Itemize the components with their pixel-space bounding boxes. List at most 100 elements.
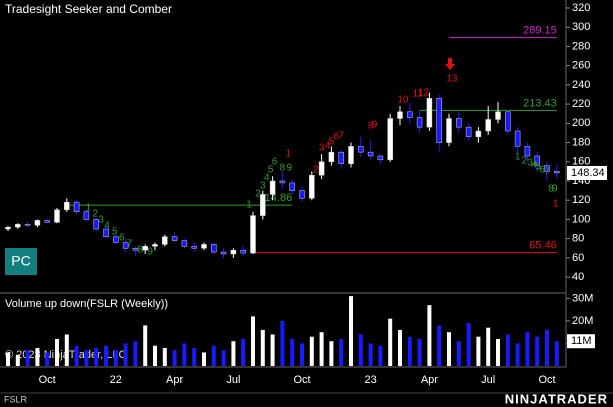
signal-count: 8	[368, 121, 374, 132]
volume-bar	[378, 345, 383, 366]
candle-body	[377, 155, 384, 161]
x-tick-label: Apr	[421, 374, 438, 386]
candle-body	[524, 146, 531, 157]
candle-body	[318, 161, 325, 176]
y-tick-label: 20M	[572, 315, 593, 327]
volume-bar	[319, 332, 324, 366]
candle-body	[456, 118, 462, 128]
signal-count: 1	[553, 199, 559, 210]
candle-body	[299, 190, 305, 199]
signal-count: 4	[325, 141, 331, 152]
volume-bar	[290, 338, 295, 366]
volume-bar	[211, 345, 216, 366]
signal-count: 8	[280, 163, 286, 174]
volume-bar	[25, 350, 30, 366]
level-label: 65.46	[529, 240, 557, 252]
candle-body	[93, 219, 99, 230]
candle-body	[260, 194, 266, 216]
last-volume-box	[567, 334, 595, 349]
signal-count: 1	[86, 203, 92, 214]
volume-bar	[466, 323, 471, 366]
volume-bar	[45, 352, 50, 366]
candle-body	[64, 201, 70, 211]
signal-count: 1	[246, 200, 252, 211]
signal-count: 5	[535, 162, 541, 173]
candle-body	[387, 118, 393, 161]
volume-bar	[535, 336, 540, 366]
volume-bar	[388, 318, 393, 366]
volume-bar	[407, 336, 412, 366]
candle-body	[436, 98, 442, 143]
y-tick-label: 300	[572, 21, 590, 33]
candle-body	[240, 249, 246, 254]
y-tick-label: 100	[572, 213, 590, 225]
candle-body	[397, 111, 403, 119]
pc-button-label[interactable]: PC	[11, 253, 30, 269]
x-tick-label: Apr	[166, 374, 183, 386]
volume-bar	[417, 338, 422, 366]
candle-body	[309, 174, 315, 199]
candle-body	[122, 242, 129, 249]
volume-bar	[123, 343, 128, 366]
candle-body	[211, 244, 217, 253]
signal-count: 9	[286, 163, 292, 174]
candle-body	[534, 155, 540, 166]
candle-body	[83, 211, 90, 220]
volume-bar	[447, 332, 451, 366]
volume-bar	[515, 343, 520, 366]
candle-body	[544, 165, 550, 172]
x-tick-label: 23	[364, 374, 376, 386]
level-label: 114.86	[259, 192, 292, 204]
y-tick-label: 200	[572, 117, 590, 129]
signal-count: 4	[104, 221, 110, 232]
signal-count: 9	[552, 184, 558, 195]
candle-body	[554, 171, 560, 174]
level-label: 289.15	[523, 25, 557, 37]
volume-bar	[496, 338, 500, 366]
candle-body	[328, 151, 335, 163]
candle-body	[201, 244, 207, 249]
volume-bar	[6, 352, 10, 366]
signal-count: 6	[334, 132, 340, 143]
candle-body	[358, 146, 364, 153]
volume-bar	[192, 347, 197, 366]
candle-body	[279, 180, 286, 184]
volume-bar	[545, 329, 549, 366]
candle-body	[407, 111, 413, 118]
candle-body	[44, 220, 50, 223]
candle-body	[103, 228, 109, 237]
volume-bar	[55, 338, 59, 366]
signal-count: 3	[98, 215, 104, 226]
volume-bar	[113, 350, 118, 366]
signal-count: 2	[92, 209, 98, 220]
y-tick-label: 80	[572, 233, 584, 245]
signal-count: 6	[272, 157, 278, 168]
y-tick-label: 160	[572, 156, 590, 168]
candle-body	[152, 244, 158, 247]
volume-bar	[172, 350, 177, 366]
signal-count: 7	[127, 239, 133, 250]
volume-bar	[143, 325, 148, 366]
volume-bar	[74, 345, 79, 366]
last-price-label: 148.34	[571, 167, 605, 179]
volume-bar	[241, 338, 246, 366]
volume-bar	[358, 334, 363, 366]
volume-bar	[153, 345, 157, 366]
x-tick-label: Jul	[481, 374, 495, 386]
y-tick-label: 40	[572, 271, 584, 283]
candle-body	[191, 246, 197, 249]
signal-count: 4	[264, 173, 270, 184]
signal-count: 7	[338, 131, 344, 142]
chart-title: Tradesight Seeker and Comber	[5, 2, 172, 16]
candle-body	[416, 117, 423, 128]
signal-count: 4	[531, 160, 537, 171]
volume-bar	[437, 325, 442, 366]
candle-body	[171, 236, 178, 241]
x-tick-label: Oct	[293, 374, 310, 386]
pc-button[interactable]	[5, 248, 37, 275]
signal-count: 5	[268, 165, 274, 176]
volume-bar	[398, 329, 402, 366]
signal-count: 8	[138, 245, 144, 256]
